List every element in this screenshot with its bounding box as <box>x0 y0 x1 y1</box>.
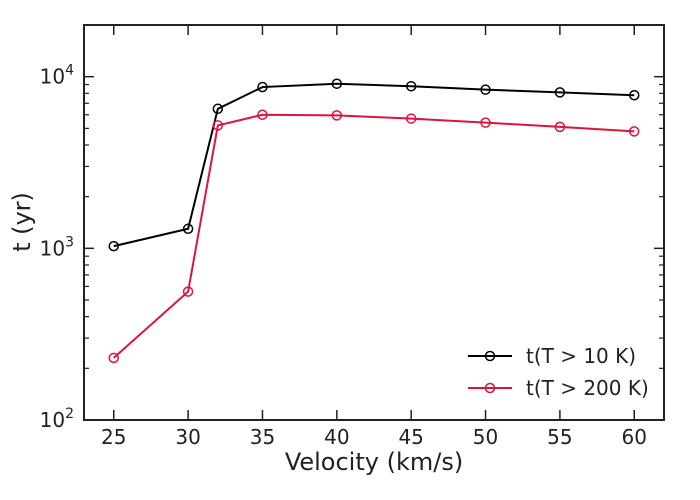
y-tick-label: 102 <box>40 406 74 432</box>
series-1-point <box>182 223 194 235</box>
x-tick-label: 25 <box>101 425 126 449</box>
y-axis-label: t (yr) <box>8 192 36 252</box>
y-tick-labels: 102 103 104 <box>40 63 74 432</box>
series-2-point <box>629 126 640 137</box>
legend-label-2: t(T > 200 K) <box>526 376 649 400</box>
x-tick-label: 60 <box>622 425 647 449</box>
series-2-point <box>331 110 343 121</box>
x-axis-label: Velocity (km/s) <box>285 448 463 476</box>
series-1-point <box>554 87 566 98</box>
series-2-point <box>480 117 491 128</box>
y-tick-label: 104 <box>40 63 74 89</box>
legend-label-1: t(T > 10 K) <box>526 344 636 368</box>
plot-frame <box>83 24 665 421</box>
series-1-point <box>108 240 119 252</box>
series-2-point <box>257 109 268 121</box>
x-tick-label: 35 <box>250 425 275 449</box>
x-tick-label: 45 <box>398 425 423 449</box>
x-tick-label: 55 <box>547 425 572 449</box>
series-1-point <box>331 78 343 89</box>
series-1-point <box>212 103 224 115</box>
series-1-point <box>629 89 640 101</box>
x-tick-labels: 25 30 35 40 45 50 55 60 <box>101 425 647 449</box>
legend-marker-2 <box>484 382 496 394</box>
series-2-point <box>108 352 119 364</box>
x-tick-label: 50 <box>473 425 498 449</box>
series-line-2 <box>113 113 635 359</box>
series-2-point <box>554 121 566 133</box>
series-2-point <box>405 113 417 124</box>
series-1-point <box>405 80 417 92</box>
minor-ticks <box>84 24 664 369</box>
series-line-1 <box>113 82 635 248</box>
y-tick-label: 103 <box>40 234 74 260</box>
series-1-point <box>480 84 491 95</box>
series-1-point <box>257 81 268 93</box>
series-layer <box>108 78 640 364</box>
series-2-point <box>212 120 224 131</box>
x-tick-label: 30 <box>175 425 200 449</box>
series-2-point <box>182 286 194 297</box>
x-tick-label: 40 <box>324 425 349 449</box>
legend: t(T > 10 K) t(T > 200 K) <box>468 344 649 400</box>
legend-marker-1 <box>484 350 496 362</box>
